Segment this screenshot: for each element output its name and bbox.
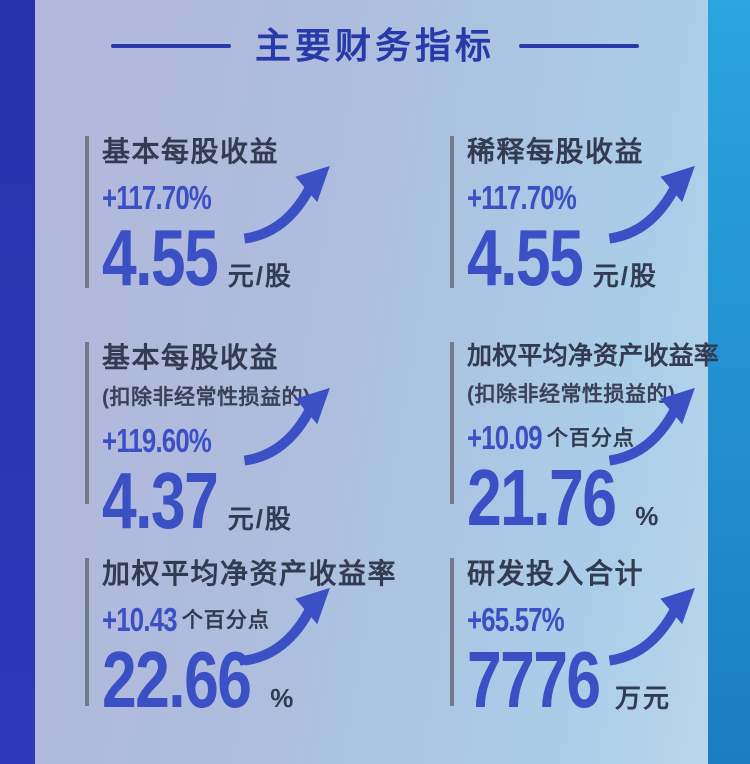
metric-change-suffix: 个百分点	[546, 426, 635, 450]
metric-unit: 元/股	[227, 504, 293, 535]
metric-label: 基本每股收益	[102, 136, 280, 167]
left-border-strip	[0, 0, 35, 764]
metric-subtitle: (扣除非经常性损益的)	[102, 386, 311, 410]
title-rule-left	[110, 43, 231, 48]
metric-change: +119.60%	[102, 422, 212, 460]
growth-arrow-icon	[608, 587, 695, 666]
metric-subtitle: (扣除非经常性损益的)	[467, 382, 676, 406]
metric-card-rd-investment: 研发投入合计 +65.57% 7776 万元	[450, 558, 719, 720]
value-row: 4.55 元/股	[467, 213, 719, 303]
metric-label: 研发投入合计	[467, 558, 645, 589]
metric-card-basic-eps: 基本每股收益 +117.70% 4.55 元/股	[85, 136, 450, 298]
value-row: 21.76 %	[467, 452, 719, 542]
change-row: +10.09 个百分点	[467, 418, 719, 454]
value-row: 4.37 元/股	[102, 456, 450, 546]
metric-change: +65.57%	[467, 601, 565, 639]
metric-unit: 万元	[614, 683, 671, 714]
metrics-grid: 基本每股收益 +117.70% 4.55 元/股 稀释每股收益 +117.70%	[85, 136, 719, 720]
value-row: 22.66 %	[102, 635, 450, 725]
growth-arrow-icon	[608, 165, 695, 244]
growth-arrow-icon	[608, 387, 695, 466]
right-border-strip	[708, 0, 750, 764]
metric-label: 加权平均净资产收益率	[467, 342, 720, 370]
metric-label: 加权平均净资产收益率	[102, 558, 398, 589]
metric-card-roe-deducted: 加权平均净资产收益率 (扣除非经常性损益的) +10.09 个百分点 21.76…	[450, 342, 720, 537]
growth-arrow-icon	[243, 165, 330, 244]
section-header: 主要财务指标	[0, 26, 750, 66]
change-row: +119.60%	[102, 421, 450, 457]
metric-value: 7776	[467, 635, 601, 725]
page-title: 主要财务指标	[254, 25, 495, 66]
title-rule-right	[519, 43, 639, 48]
metric-change: +117.70%	[467, 179, 577, 217]
metric-unit: 元/股	[227, 261, 293, 292]
metric-value: 4.55	[467, 213, 584, 303]
metric-label: 稀释每股收益	[467, 136, 645, 167]
growth-arrow-icon	[243, 587, 330, 666]
metric-change: +10.09	[467, 418, 543, 456]
metric-value: 21.76	[467, 452, 617, 542]
metric-value: 22.66	[102, 635, 252, 725]
change-row: +117.70%	[102, 178, 450, 214]
value-row: 7776 万元	[467, 635, 719, 725]
metric-card-diluted-eps: 稀释每股收益 +117.70% 4.55 元/股	[450, 136, 719, 298]
change-row: +117.70%	[467, 178, 719, 214]
value-row: 4.55 元/股	[102, 213, 450, 303]
change-row: +65.57%	[467, 600, 719, 636]
change-row: +10.43 个百分点	[102, 600, 450, 636]
metric-change-suffix: 个百分点	[181, 609, 270, 633]
metric-change: +10.43	[102, 601, 178, 639]
growth-arrow-icon	[243, 387, 330, 466]
metric-value: 4.55	[102, 213, 219, 303]
metric-unit: 元/股	[592, 261, 658, 292]
metric-label: 基本每股收益	[102, 342, 280, 373]
metric-card-roe: 加权平均净资产收益率 +10.43 个百分点 22.66 %	[85, 558, 450, 720]
metric-value: 4.37	[102, 456, 219, 546]
metric-card-basic-eps-deducted: 基本每股收益 (扣除非经常性损益的) +119.60% 4.37 元/股	[85, 342, 450, 541]
metric-unit: %	[635, 500, 661, 531]
metric-unit: %	[270, 683, 296, 714]
metric-change: +117.70%	[102, 179, 212, 217]
